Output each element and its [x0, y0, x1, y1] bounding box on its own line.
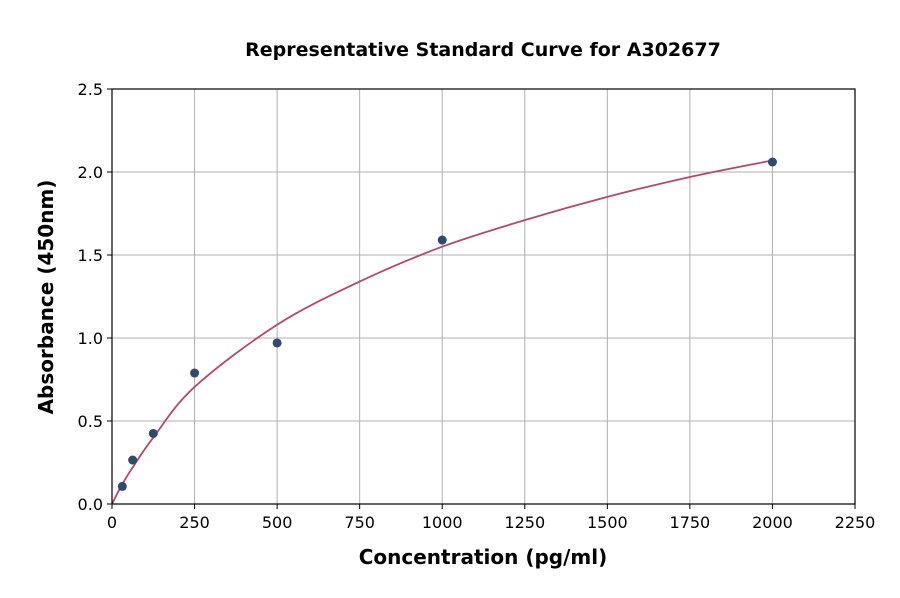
x-tick-label: 1000 — [422, 513, 463, 532]
data-point — [190, 368, 200, 378]
x-tick-label: 250 — [179, 513, 210, 532]
data-points — [117, 157, 777, 491]
y-tick-label: 2.0 — [78, 163, 103, 182]
data-point — [272, 338, 282, 348]
x-tick-label: 1250 — [504, 513, 545, 532]
plot-frame — [111, 88, 856, 505]
x-tick-label: 500 — [262, 513, 293, 532]
fit-curve-group — [111, 159, 773, 505]
data-point — [148, 428, 158, 438]
y-tick-label: 0.0 — [78, 495, 103, 514]
y-tick-label: 1.0 — [78, 329, 103, 348]
y-tick-label: 2.5 — [78, 80, 103, 99]
data-point — [767, 157, 777, 167]
y-tick-label: 1.5 — [78, 246, 103, 265]
data-point — [437, 235, 447, 245]
fit-curve-line — [111, 159, 773, 505]
x-tick-label: 0 — [107, 513, 117, 532]
x-axis-label: Concentration (pg/ml) — [359, 545, 608, 569]
x-tick-label: 1750 — [670, 513, 711, 532]
y-axis-label: Absorbance (450nm) — [34, 180, 58, 415]
x-tick-label: 1500 — [587, 513, 628, 532]
x-tick-label: 750 — [344, 513, 375, 532]
grid — [111, 88, 856, 505]
y-axis-ticks: 0.0 0.5 1.0 1.5 2.0 2.5 — [78, 80, 112, 514]
y-tick-label: 0.5 — [78, 412, 103, 431]
x-tick-label: 2000 — [752, 513, 793, 532]
chart-title: Representative Standard Curve for A30267… — [245, 39, 721, 61]
data-point — [128, 455, 138, 465]
x-axis-ticks: 0 250 500 750 1000 1250 1500 1750 2000 2250 — [107, 504, 875, 532]
data-point — [117, 481, 127, 491]
x-tick-label: 2250 — [835, 513, 876, 532]
